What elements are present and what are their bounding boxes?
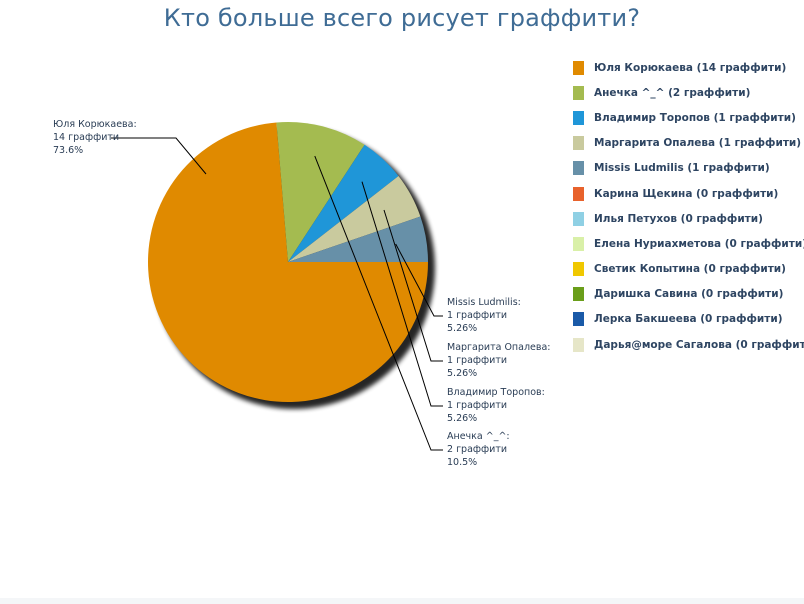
pie-slice[interactable] (148, 122, 429, 403)
callout-percent: 10.5% (447, 457, 478, 468)
legend-label: Светик Копытина (0 граффити) (594, 263, 786, 276)
footer-strip (0, 598, 804, 604)
legend-swatch (573, 60, 584, 75)
slice-callout: Владимир Торопов: 1 граффити 5.26% (447, 386, 545, 425)
legend-label: Елена Нуриахметова (0 граффити) (594, 237, 804, 250)
legend-swatch (573, 312, 584, 327)
legend-label: Маргарита Опалева (1 граффити) (594, 137, 802, 150)
callout-percent: 73.6% (53, 145, 84, 156)
slice-callout: Маргарита Опалева: 1 граффити 5.26% (447, 341, 551, 380)
callout-count: 1 граффити (447, 355, 508, 366)
callout-percent: 5.26% (447, 323, 478, 334)
callout-leader-line (111, 137, 207, 175)
callout-name: Юля Корюкаева: (53, 119, 137, 130)
pie-slice[interactable] (288, 176, 421, 262)
legend-label: Даришка Савина (0 граффити) (594, 288, 784, 301)
legend-swatch (573, 186, 584, 201)
legend-item[interactable]: Елена Нуриахметова (0 граффити) (573, 231, 804, 256)
legend-swatch (573, 236, 584, 251)
callout-name: Анечка ^_^: (447, 431, 510, 442)
legend-item[interactable]: Missis Ludmilis (1 граффити) (573, 156, 804, 181)
legend-label: Missis Ludmilis (1 граффити) (594, 162, 770, 175)
callout-leader-line (361, 181, 443, 407)
legend-item[interactable]: Владимир Торопов (1 граффити) (573, 105, 804, 130)
legend-item[interactable]: Маргарита Опалева (1 граффити) (573, 131, 804, 156)
legend-label: Лерка Бакшеева (0 граффити) (594, 313, 783, 326)
legend: Юля Корюкаева (14 граффити) Анечка ^_^ (2… (573, 55, 804, 357)
legend-item[interactable]: Карина Щекина (0 граффити) (573, 181, 804, 206)
legend-item[interactable]: Даришка Савина (0 граффити) (573, 282, 804, 307)
slice-callout: Юля Корюкаева: 14 граффити 73.6% (53, 118, 137, 157)
callout-percent: 5.26% (447, 413, 478, 424)
legend-swatch (573, 262, 584, 277)
pie-slice[interactable] (288, 216, 428, 262)
callout-leader-line (314, 155, 443, 451)
legend-item[interactable]: Лерка Бакшеева (0 граффити) (573, 307, 804, 332)
slice-callout: Анечка ^_^: 2 граффити 10.5% (447, 430, 510, 469)
slice-callout: Missis Ludmilis: 1 граффити 5.26% (447, 296, 521, 335)
callout-count: 1 граффити (447, 400, 508, 411)
legend-swatch (573, 211, 584, 226)
callout-count: 1 граффити (447, 310, 508, 321)
callout-leader-line (395, 243, 443, 317)
legend-label: Карина Щекина (0 граффити) (594, 187, 779, 200)
legend-item[interactable]: Дарья@море Сагалова (0 граффити) (573, 332, 804, 357)
legend-swatch (573, 161, 584, 176)
legend-swatch (573, 337, 584, 352)
callout-name: Missis Ludmilis: (447, 297, 521, 308)
callout-count: 14 граффити (53, 132, 120, 143)
legend-item[interactable]: Юля Корюкаева (14 граффити) (573, 55, 804, 80)
legend-swatch (573, 136, 584, 151)
chart-title: Кто больше всего рисует граффити? (163, 4, 641, 32)
pie-slice[interactable] (276, 122, 365, 262)
legend-label: Дарья@море Сагалова (0 граффити) (594, 338, 804, 351)
legend-item[interactable]: Светик Копытина (0 граффити) (573, 257, 804, 282)
legend-swatch (573, 85, 584, 100)
legend-label: Юля Корюкаева (14 граффити) (594, 61, 787, 74)
pie-slice[interactable] (288, 144, 399, 262)
legend-label: Анечка ^_^ (2 граффити) (594, 86, 751, 99)
legend-swatch (573, 287, 584, 302)
legend-swatch (573, 110, 584, 125)
callout-leader-line (383, 209, 443, 362)
callout-percent: 5.26% (447, 368, 478, 379)
legend-item[interactable]: Анечка ^_^ (2 граффити) (573, 80, 804, 105)
legend-label: Владимир Торопов (1 граффити) (594, 111, 796, 124)
legend-item[interactable]: Илья Петухов (0 граффити) (573, 206, 804, 231)
legend-label: Илья Петухов (0 граффити) (594, 212, 763, 225)
callout-name: Маргарита Опалева: (447, 342, 551, 353)
callout-name: Владимир Торопов: (447, 387, 545, 398)
callout-count: 2 граффити (447, 444, 508, 455)
